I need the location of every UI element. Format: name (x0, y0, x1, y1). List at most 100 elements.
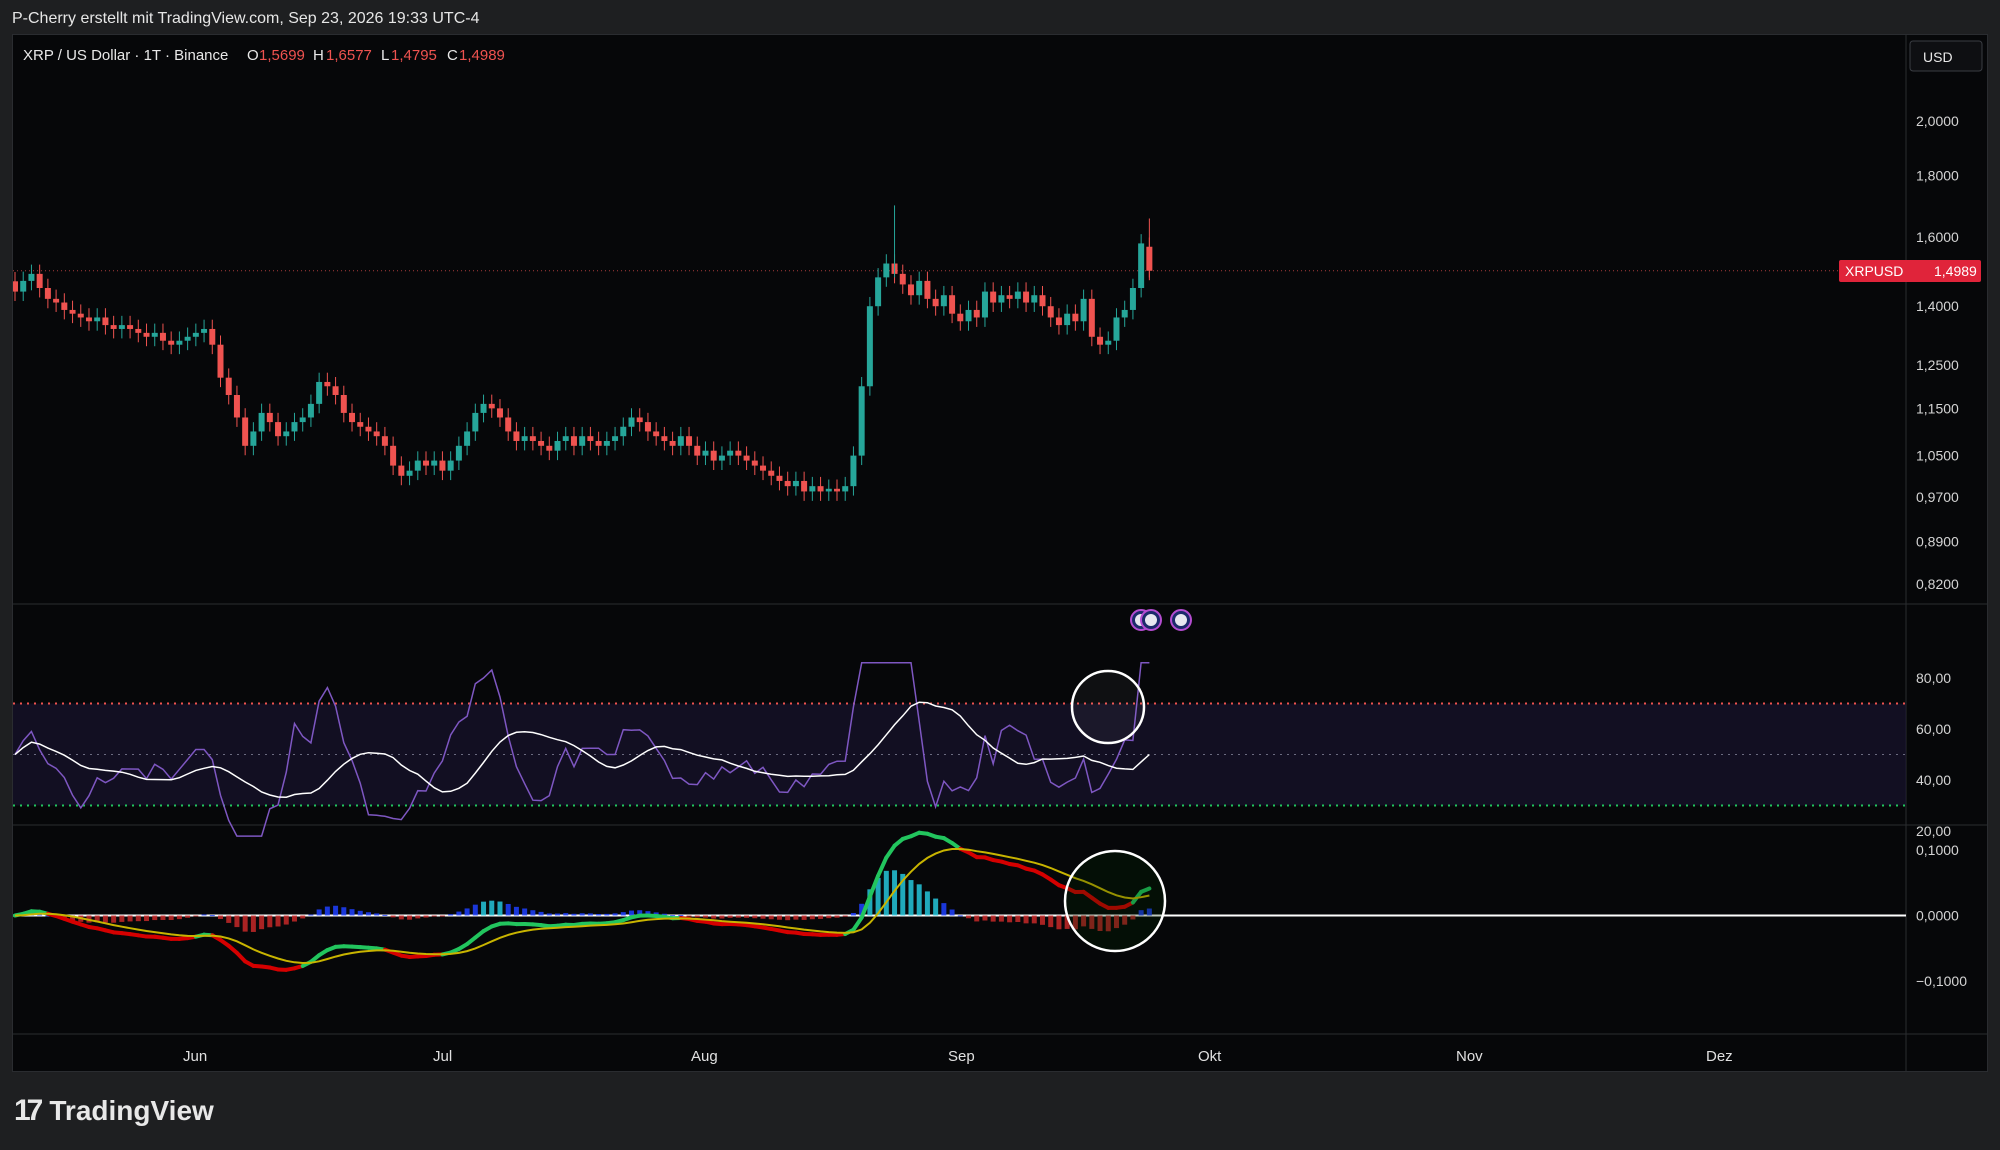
candle-body (1105, 340, 1112, 345)
candle-body (184, 336, 191, 341)
rsi-axis-tick: 60,00 (1916, 721, 1951, 737)
candle-body (595, 440, 602, 446)
candle-body (981, 291, 988, 318)
candle-body (159, 332, 166, 341)
rsi-axis-tick: 20,00 (1916, 823, 1951, 839)
candle-body (998, 295, 1005, 303)
macd-histogram-bar (1130, 915, 1136, 920)
chart-area[interactable]: 2,0000 1,8000 1,6000 1,4000 1,2500 1,1500 1,05… (12, 34, 1988, 1072)
panel-grid (13, 35, 1987, 1071)
candle-body (858, 386, 865, 456)
candle-body (20, 280, 27, 292)
macd-histogram-bar (744, 915, 750, 918)
macd-histogram-bar (842, 915, 848, 917)
macd-histogram-bar (555, 913, 561, 916)
candle-body (472, 412, 479, 432)
candle-body (636, 417, 643, 423)
macd-histogram-bar (234, 915, 240, 928)
macd-histogram-bar (160, 915, 166, 920)
candle-body (349, 412, 356, 423)
macd-histogram-bar (365, 912, 371, 916)
candle-body (299, 417, 306, 423)
price-axis-tick: 1,0500 (1916, 448, 1959, 464)
tradingview-mark-icon: 17 (14, 1094, 43, 1127)
candle-body (398, 465, 405, 476)
candle-body (817, 486, 824, 492)
macd-histogram-bar (127, 915, 133, 922)
macd-histogram-bar (645, 911, 651, 916)
macd-histogram-bar (456, 911, 462, 916)
macd-histogram-bar (242, 915, 248, 932)
candle-body (842, 486, 849, 492)
candle-body (439, 460, 446, 471)
macd-histogram-bar (439, 915, 445, 917)
candle-body (825, 488, 832, 492)
macd-histogram-bar (431, 915, 437, 917)
price-axis-tick: 0,8900 (1916, 533, 1959, 549)
legend-symbol: XRP / US Dollar · 1T · Binance (23, 47, 228, 64)
price-axis-tick: 1,6000 (1916, 229, 1959, 245)
candle-body (1129, 287, 1136, 310)
macd-histogram-bar (941, 903, 947, 916)
candle-body (61, 302, 68, 310)
overlay-layer (1063, 669, 1167, 953)
candle-body (850, 455, 857, 487)
candle-body (570, 436, 577, 446)
macd-histogram-bar (826, 915, 832, 919)
macd-histogram-bar (135, 915, 141, 922)
macd-histogram-bar (809, 915, 815, 920)
macd-histogram-bar (998, 915, 1004, 922)
candle-body (381, 436, 388, 446)
candle-body (653, 431, 660, 437)
candle-body (365, 426, 372, 432)
candle-body (1113, 317, 1120, 341)
macd-histogram-bar (957, 915, 963, 917)
candle-body (53, 298, 60, 303)
macd-histogram-bar (94, 915, 100, 923)
macd-histogram-bar (530, 910, 536, 916)
macd-histogram-bar (949, 909, 955, 916)
macd-histogram-bar (1064, 915, 1070, 929)
candle-body (603, 440, 610, 446)
candle-body (1023, 291, 1030, 303)
candle-body (13, 281, 18, 292)
macd-histogram-bar (1031, 915, 1037, 924)
macd-histogram-bar (875, 877, 881, 916)
legend-high-value: 1,6577 (326, 47, 372, 64)
macd-histogram-bar (596, 914, 602, 916)
tradingview-logo-text: TradingView (49, 1095, 214, 1126)
macd-histogram-bar (1023, 915, 1029, 924)
macd-histogram-bar (974, 915, 980, 922)
event-flag-icon (1175, 614, 1187, 626)
candle-body (102, 317, 109, 326)
candle-body (307, 403, 314, 418)
macd-histogram-bar (1097, 915, 1103, 931)
macd-histogram-bar (259, 915, 265, 930)
candle-body (735, 450, 742, 456)
macd-histogram-bar (324, 906, 330, 916)
macd-histogram-bar (176, 915, 182, 920)
tradingview-logo[interactable]: 17 TradingView (14, 1094, 214, 1128)
candle-body (242, 417, 249, 446)
candle-body (776, 475, 783, 481)
price-axis-tick: 0,8200 (1916, 576, 1959, 592)
candle-body (702, 450, 709, 456)
legend-open-label: O (247, 47, 259, 64)
chart-svg[interactable]: 2,0000 1,8000 1,6000 1,4000 1,2500 1,1500 1,05… (13, 35, 1987, 1071)
candle-body (792, 480, 799, 487)
macd-histogram-bar (333, 905, 339, 916)
rsi-axis-tick: 80,00 (1916, 670, 1951, 686)
candle-body (1006, 295, 1013, 299)
macd-histogram-bar (144, 915, 150, 922)
macd-histogram-bar (1089, 915, 1095, 929)
macd-histogram-bar (464, 908, 470, 916)
candle-body (932, 298, 939, 307)
candle-body (940, 295, 947, 307)
macd-histogram-bar (119, 915, 125, 922)
currency-button[interactable] (1909, 40, 1983, 72)
candle-body (192, 332, 199, 337)
time-axis-tick: Sep (948, 1048, 975, 1065)
macd-histogram-bar (990, 915, 996, 922)
macd-layer (13, 830, 1906, 972)
candle-body (710, 450, 717, 461)
